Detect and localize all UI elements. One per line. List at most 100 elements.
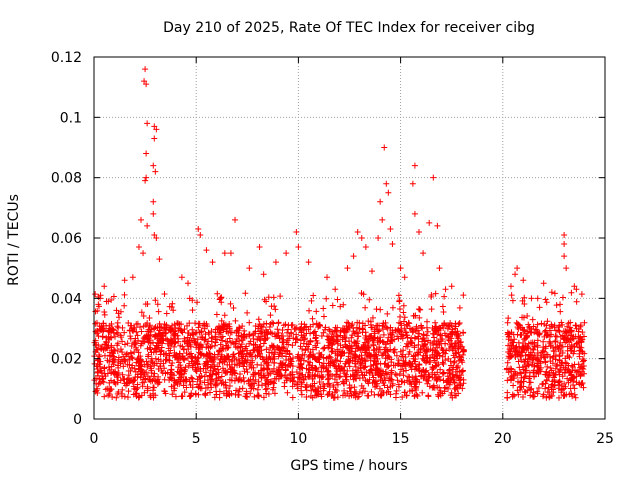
data-point (460, 376, 467, 383)
data-point (570, 381, 577, 388)
data-point (457, 343, 464, 350)
data-point (581, 370, 588, 377)
data-point (320, 305, 327, 312)
data-point (378, 372, 385, 379)
data-point (332, 389, 339, 396)
data-point (151, 135, 158, 142)
data-point (384, 347, 391, 354)
data-point (205, 329, 212, 336)
data-point (380, 389, 387, 396)
data-point (369, 324, 376, 331)
data-point (111, 358, 118, 365)
data-point (552, 356, 559, 363)
data-point (313, 308, 320, 315)
data-point (309, 372, 316, 379)
data-point (353, 342, 360, 349)
data-point (432, 319, 439, 326)
data-point (521, 327, 528, 334)
data-point (361, 349, 368, 356)
data-point (130, 383, 137, 390)
data-point (112, 333, 119, 340)
data-point (426, 354, 433, 361)
data-point (580, 333, 587, 340)
data-point (568, 328, 575, 335)
data-point (581, 350, 588, 357)
data-point (201, 337, 208, 344)
data-point (303, 381, 310, 388)
data-point (293, 324, 300, 331)
data-point (277, 293, 284, 300)
x-tick-labels: 0 5 10 15 20 25 (90, 431, 614, 447)
data-point (380, 331, 387, 338)
data-point (358, 369, 365, 376)
data-point (420, 356, 427, 363)
data-point (333, 357, 340, 364)
data-point (274, 326, 281, 333)
data-point (331, 394, 338, 401)
data-point (349, 321, 356, 328)
data-point (127, 349, 134, 356)
data-point (444, 322, 451, 329)
data-point (110, 346, 117, 353)
data-point (551, 290, 558, 297)
data-point (548, 331, 555, 338)
data-point (451, 343, 458, 350)
data-point (389, 337, 396, 344)
data-point (362, 304, 369, 311)
data-point (130, 326, 137, 333)
data-point (144, 336, 151, 343)
data-point (425, 393, 432, 400)
data-point (286, 333, 293, 340)
data-point (577, 336, 584, 343)
data-point (519, 314, 526, 321)
data-point (201, 373, 208, 380)
data-point (564, 375, 571, 382)
data-point (571, 283, 578, 290)
y-tick-label: 0.08 (51, 171, 82, 187)
data-point (120, 375, 127, 382)
data-point (555, 324, 562, 331)
data-point (445, 385, 452, 392)
data-point (189, 307, 196, 314)
data-point (440, 349, 447, 356)
data-point (297, 364, 304, 371)
data-point (121, 329, 128, 336)
data-point (397, 366, 404, 373)
data-point (534, 321, 541, 328)
data-point (367, 363, 374, 370)
data-point (394, 377, 401, 384)
data-point (219, 323, 226, 330)
data-point (440, 377, 447, 384)
data-point (455, 362, 462, 369)
data-point (445, 355, 452, 362)
data-point (129, 377, 136, 384)
data-point (575, 339, 582, 346)
data-point (169, 391, 176, 398)
data-point (357, 347, 364, 354)
data-point (318, 364, 325, 371)
data-point (533, 369, 540, 376)
data-point (391, 346, 398, 353)
data-point (232, 391, 239, 398)
data-point (362, 342, 369, 349)
data-point (416, 314, 423, 321)
data-point (166, 338, 173, 345)
data-point (572, 367, 579, 374)
data-point (333, 332, 340, 339)
data-point (420, 367, 427, 374)
data-point (146, 315, 153, 322)
data-point (157, 358, 164, 365)
data-point (439, 336, 446, 343)
data-point (92, 308, 99, 315)
data-point (560, 335, 567, 342)
data-point (106, 353, 113, 360)
data-point (167, 325, 174, 332)
data-point (450, 359, 457, 366)
data-point (334, 338, 341, 345)
data-point (246, 331, 253, 338)
data-point (388, 369, 395, 376)
data-point (269, 330, 276, 337)
data-point (437, 392, 444, 399)
data-point (227, 366, 234, 373)
data-point (519, 349, 526, 356)
